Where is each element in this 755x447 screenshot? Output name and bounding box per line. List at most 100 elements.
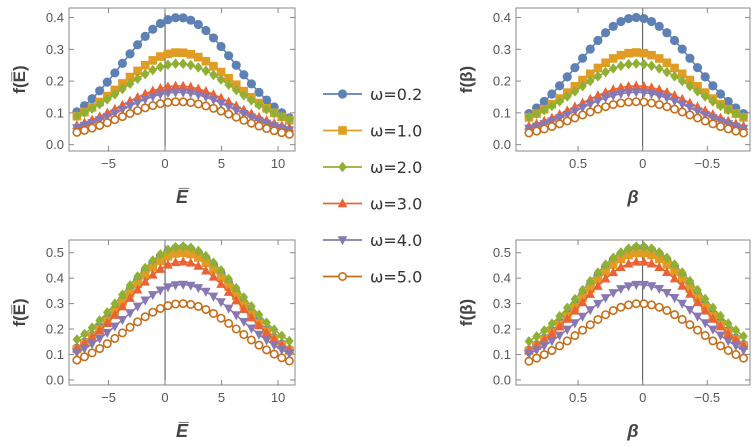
data-point <box>685 320 695 330</box>
data-point <box>163 59 173 71</box>
data-point <box>72 110 82 122</box>
data-point <box>585 100 596 110</box>
y-tick-label: 0.2 <box>493 322 511 337</box>
data-point <box>547 328 557 338</box>
series-5 <box>72 280 295 359</box>
data-point <box>708 325 718 335</box>
data-point <box>185 81 196 91</box>
legend-item: ω=0.2 <box>323 85 422 104</box>
data-point <box>80 107 89 118</box>
data-point <box>223 286 234 296</box>
data-point <box>647 50 656 60</box>
chart-panel-4: 0.0 0.1 0.2 0.3 0.4 0.5 0.5 0 −0.5 f(β) β <box>457 239 751 441</box>
data-point <box>654 63 664 74</box>
data-point <box>577 103 588 113</box>
data-point <box>216 41 226 52</box>
data-point <box>685 75 695 85</box>
data-point <box>554 114 565 124</box>
legend-marker <box>337 89 348 99</box>
data-point <box>224 318 234 328</box>
data-point <box>224 282 233 291</box>
data-point <box>155 90 166 100</box>
data-point <box>616 247 626 258</box>
data-point <box>700 293 710 305</box>
data-point <box>715 321 726 331</box>
data-point <box>601 310 611 320</box>
data-point <box>117 112 127 122</box>
data-point <box>277 330 287 342</box>
data-point <box>708 313 718 323</box>
data-point <box>585 306 596 316</box>
data-point <box>117 105 128 115</box>
series-1 <box>524 12 749 119</box>
x-tick-label: 0.5 <box>569 156 587 171</box>
x-tick-label: −0.5 <box>695 156 721 171</box>
data-point <box>654 261 665 271</box>
data-point <box>193 99 203 109</box>
data-point <box>685 306 695 316</box>
data-point <box>723 345 733 355</box>
data-point <box>562 313 573 323</box>
data-point <box>524 111 534 123</box>
legend-marker <box>337 271 347 281</box>
data-point <box>647 98 657 108</box>
data-point <box>731 108 741 120</box>
legend: ω=0.2 ω=1.0 ω=2.0 ω=3.0 ω=4.0 ω=5.0 <box>323 85 422 287</box>
data-point <box>163 49 173 59</box>
data-point <box>593 35 603 46</box>
data-point <box>193 19 203 30</box>
data-point <box>231 282 241 294</box>
data-point <box>539 350 549 360</box>
legend-item: ω=4.0 <box>323 231 422 250</box>
data-point <box>677 107 687 117</box>
data-point <box>110 88 120 100</box>
data-point <box>246 113 257 123</box>
data-point <box>578 75 587 85</box>
data-point <box>562 91 572 102</box>
data-point <box>654 91 665 101</box>
data-point <box>140 95 150 105</box>
data-point <box>87 322 97 333</box>
data-point <box>208 103 218 113</box>
data-point <box>201 85 211 96</box>
chart-panel-3: 0.0 0.1 0.2 0.3 0.4 0.5 −5 0 5 10 f(E̅) E̅ <box>10 239 296 441</box>
data-point <box>608 289 619 299</box>
data-point <box>178 58 188 70</box>
data-point <box>570 86 580 97</box>
data-point <box>685 288 695 298</box>
data-point <box>616 82 626 92</box>
data-point <box>254 87 264 97</box>
data-point <box>624 300 634 310</box>
data-point <box>72 127 82 137</box>
data-point <box>178 280 188 290</box>
data-point <box>163 89 173 99</box>
data-point <box>277 111 287 122</box>
legend-label: ω=4.0 <box>370 231 422 250</box>
data-point <box>693 86 702 97</box>
data-point <box>708 81 718 91</box>
data-point <box>110 298 120 310</box>
data-point <box>593 299 603 309</box>
data-point <box>223 102 234 112</box>
data-point <box>186 98 196 108</box>
data-point <box>125 309 135 319</box>
data-point <box>739 353 749 363</box>
data-point <box>601 58 610 68</box>
data-point <box>631 58 641 69</box>
data-point <box>623 13 634 24</box>
y-tick-label: 0.5 <box>46 245 64 260</box>
data-point <box>132 284 143 294</box>
data-point <box>593 275 603 285</box>
data-point <box>562 302 572 314</box>
data-point <box>110 322 120 332</box>
data-point <box>140 270 150 280</box>
data-point <box>87 123 97 133</box>
data-point <box>140 276 150 286</box>
data-point <box>670 104 680 114</box>
data-point <box>700 305 711 315</box>
data-point <box>246 324 257 334</box>
data-point <box>231 84 241 96</box>
data-point <box>723 104 733 116</box>
data-point <box>148 24 158 34</box>
